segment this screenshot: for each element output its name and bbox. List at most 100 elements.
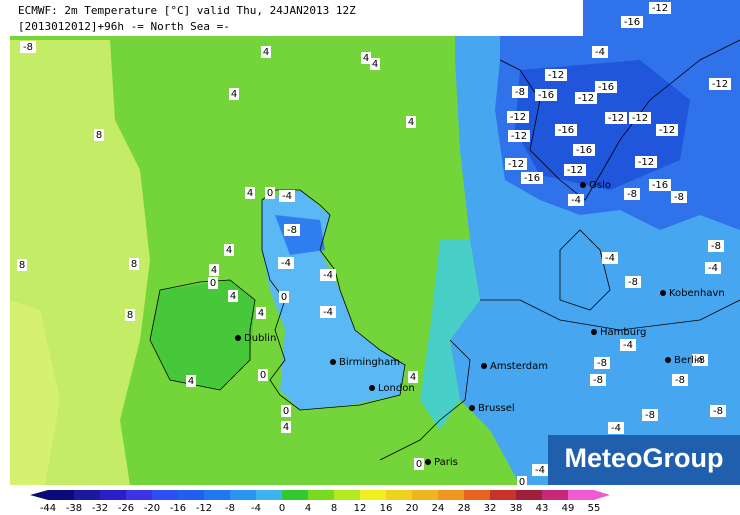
contour-label: -8	[515, 87, 525, 98]
contour-label-box	[279, 190, 295, 202]
color-scale: -44 -38 -32 -26 -20 -16 -12 -8 -4 0 4 8 12 16 20 24 28 32…	[30, 490, 610, 514]
contour-label: -12	[712, 79, 728, 90]
contour-label-box	[94, 129, 104, 141]
contour-label: -4	[535, 465, 545, 476]
contour-label: 4	[247, 188, 253, 199]
contour-label-box	[656, 124, 678, 136]
contour-label-box	[208, 277, 218, 289]
contour-label-box	[608, 422, 624, 434]
contour-label: -16	[524, 173, 540, 184]
scale-segment	[74, 490, 101, 500]
city-name: Paris	[434, 457, 458, 468]
scale-label: 12	[354, 503, 367, 514]
city-dot	[591, 329, 597, 335]
scale-label: -12	[196, 503, 212, 514]
scale-segment	[178, 490, 205, 500]
contour-label: -16	[598, 82, 614, 93]
contour-label-box	[568, 194, 584, 206]
scale-label: 28	[458, 503, 471, 514]
contour-label-box	[708, 240, 724, 252]
contour-label: 4	[408, 117, 414, 128]
scale-label: -8	[225, 503, 235, 514]
contour-label: -8	[695, 355, 705, 366]
contour-label-box	[709, 78, 731, 90]
contour-label-box	[595, 81, 617, 93]
contour-label: -8	[597, 358, 607, 369]
contour-label: -16	[652, 180, 668, 191]
contour-label-box	[406, 116, 416, 128]
contour-label: 0	[416, 459, 422, 470]
contour-label-box	[281, 421, 291, 433]
contour-label: 0	[210, 278, 216, 289]
contour-label-box	[209, 264, 219, 276]
contour-label-box	[705, 262, 721, 274]
contour-label-box	[129, 258, 139, 270]
contour-label: 4	[226, 245, 232, 256]
city-dot	[235, 335, 241, 341]
scale-segment	[334, 490, 361, 500]
contour-label: -4	[595, 47, 605, 58]
contour-label-box	[602, 252, 618, 264]
contour-label-box	[555, 124, 577, 136]
contour-label: 4	[188, 376, 194, 387]
contour-label: 0	[519, 477, 525, 488]
contour-label-box	[408, 371, 418, 383]
contour-label-box	[672, 374, 688, 386]
city-name: Birmingham	[339, 357, 400, 368]
contour-label: 4	[263, 47, 269, 58]
contour-label-box	[575, 92, 597, 104]
contour-label: -4	[323, 270, 333, 281]
contour-label: 8	[96, 130, 102, 141]
contour-label-box	[320, 269, 336, 281]
contour-label: -16	[558, 125, 574, 136]
map-title: ECMWF: 2m Temperature [°C] valid Thu, 24…	[18, 4, 356, 17]
contour-label-box	[265, 187, 275, 199]
contour-label-box	[245, 187, 255, 199]
contour-label-box	[710, 405, 726, 417]
contour-label: -8	[23, 42, 33, 53]
scale-segment	[100, 490, 127, 500]
city-name: Hamburg	[600, 327, 646, 338]
contour-label-box	[635, 156, 657, 168]
contour-label-box	[256, 307, 266, 319]
contour-label: -12	[608, 113, 624, 124]
contour-label-box	[564, 164, 586, 176]
contour-label-box	[186, 375, 196, 387]
contour-label-box	[624, 188, 640, 200]
city-dot	[665, 357, 671, 363]
contour-label: -16	[538, 90, 554, 101]
city-dot	[580, 182, 586, 188]
scale-label: -44	[40, 503, 56, 514]
scale-label: 55	[588, 503, 601, 514]
contour-label-box	[649, 2, 671, 14]
contour-label: -12	[578, 93, 594, 104]
city-name: Oslo	[589, 180, 611, 191]
contour-label-box	[594, 357, 610, 369]
city-name: Berlin	[674, 355, 703, 366]
contour-label: -4	[623, 340, 633, 351]
city-dot	[481, 363, 487, 369]
contour-label: -8	[645, 410, 655, 421]
scale-label: -4	[251, 503, 261, 514]
contour-label: 0	[260, 370, 266, 381]
contour-label-box	[224, 244, 234, 256]
contour-label-box	[284, 224, 300, 236]
logo-box	[548, 435, 740, 485]
scale-arrow-left	[30, 490, 48, 500]
contour-label: -12	[548, 70, 564, 81]
contour-label: 0	[267, 188, 273, 199]
scale-segment	[464, 490, 491, 500]
contour-label-box	[517, 476, 527, 488]
contour-label-box	[261, 46, 271, 58]
contour-label: 4	[283, 422, 289, 433]
contour-label-box	[505, 158, 527, 170]
scale-label: -20	[144, 503, 160, 514]
contour-label-box	[508, 130, 530, 142]
contour-label-box	[642, 409, 658, 421]
contour-label: -8	[674, 192, 684, 203]
contour-label-box	[590, 374, 606, 386]
scale-label: -38	[66, 503, 82, 514]
scale-segment	[152, 490, 179, 500]
scale-segment	[204, 490, 231, 500]
contour-label-box	[229, 88, 239, 100]
